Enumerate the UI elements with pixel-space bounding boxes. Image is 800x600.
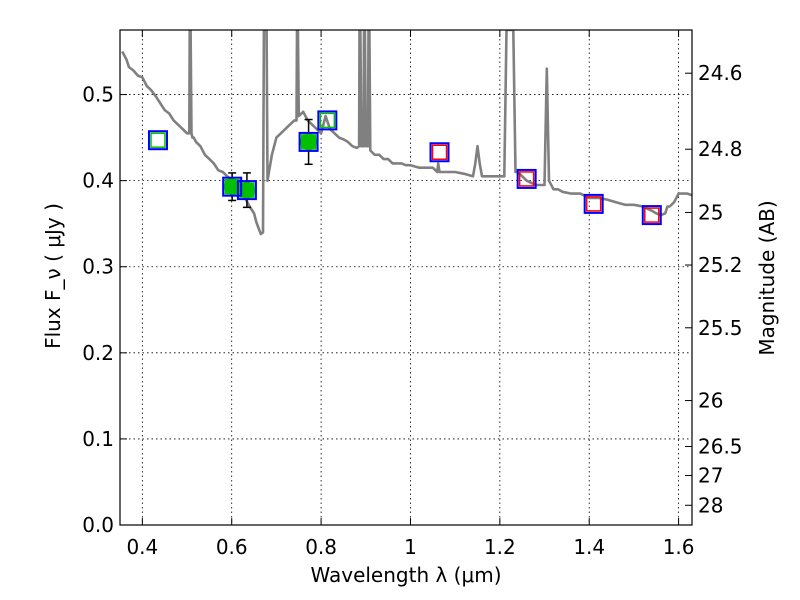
green-square-marker bbox=[150, 132, 166, 148]
y2-tick-label: 24.6 bbox=[698, 61, 743, 85]
y-tick-label: 0.2 bbox=[82, 341, 114, 365]
y-tick-label: 0.1 bbox=[82, 427, 114, 451]
y-tick-label: 0.0 bbox=[82, 513, 114, 537]
x-tick-label: 0.4 bbox=[126, 535, 158, 559]
y-tick-label: 0.4 bbox=[82, 169, 114, 193]
grid bbox=[120, 30, 692, 526]
y2-tick-label: 26.5 bbox=[698, 434, 743, 458]
y2-axis-label: Magnitude (AB) bbox=[755, 200, 779, 355]
sed-model-line bbox=[121, 30, 692, 236]
y2-tick-label: 27 bbox=[698, 463, 723, 487]
blue-square-marker bbox=[516, 168, 537, 189]
x-tick-label: 0.6 bbox=[216, 535, 248, 559]
y-axis-label: Flux F_ν ( μJy ) bbox=[41, 203, 65, 349]
blue-square-marker bbox=[641, 205, 662, 226]
x-tick-label: 1 bbox=[404, 535, 417, 559]
blue-square-marker bbox=[429, 142, 450, 163]
blue-square-marker bbox=[583, 193, 604, 214]
blue-square-marker bbox=[222, 176, 243, 197]
x-tick-label: 1.6 bbox=[663, 535, 695, 559]
y2-tick-label: 25.5 bbox=[698, 316, 743, 340]
red-square-marker bbox=[518, 171, 535, 187]
y2-tick-label: 24.8 bbox=[698, 137, 743, 161]
red-square-marker bbox=[431, 144, 448, 160]
ticks-layer: 0.4 0.6 0.8 1 1.2 1.4 1.6 0.0 0.1 0.2 0.3 0.4 0.5 24.… bbox=[82, 30, 743, 559]
y2-tick-label: 25 bbox=[698, 200, 723, 224]
red-square-marker bbox=[585, 196, 602, 212]
y2-tick-label: 25.2 bbox=[698, 253, 743, 277]
y-tick-label: 0.3 bbox=[82, 255, 114, 279]
blue-square-marker bbox=[317, 110, 338, 131]
y2-tick-label: 28 bbox=[698, 493, 723, 517]
x-tick-label: 0.8 bbox=[305, 535, 337, 559]
y2-tick-label: 26 bbox=[698, 389, 723, 413]
x-axis-label: Wavelength λ (μm) bbox=[310, 563, 501, 587]
observed-point bbox=[300, 133, 318, 151]
y-tick-label: 0.5 bbox=[82, 83, 114, 107]
red-square-marker bbox=[644, 207, 660, 223]
blue-square-marker bbox=[147, 130, 168, 151]
green-square-marker bbox=[319, 112, 336, 129]
x-tick-label: 1.2 bbox=[484, 535, 516, 559]
plot-frame bbox=[119, 29, 693, 526]
data-points-layer bbox=[147, 110, 662, 226]
blue-square-marker bbox=[298, 131, 319, 152]
blue-square-marker bbox=[236, 180, 257, 201]
x-tick-label: 1.4 bbox=[573, 535, 605, 559]
sed-model-layer bbox=[121, 30, 692, 236]
